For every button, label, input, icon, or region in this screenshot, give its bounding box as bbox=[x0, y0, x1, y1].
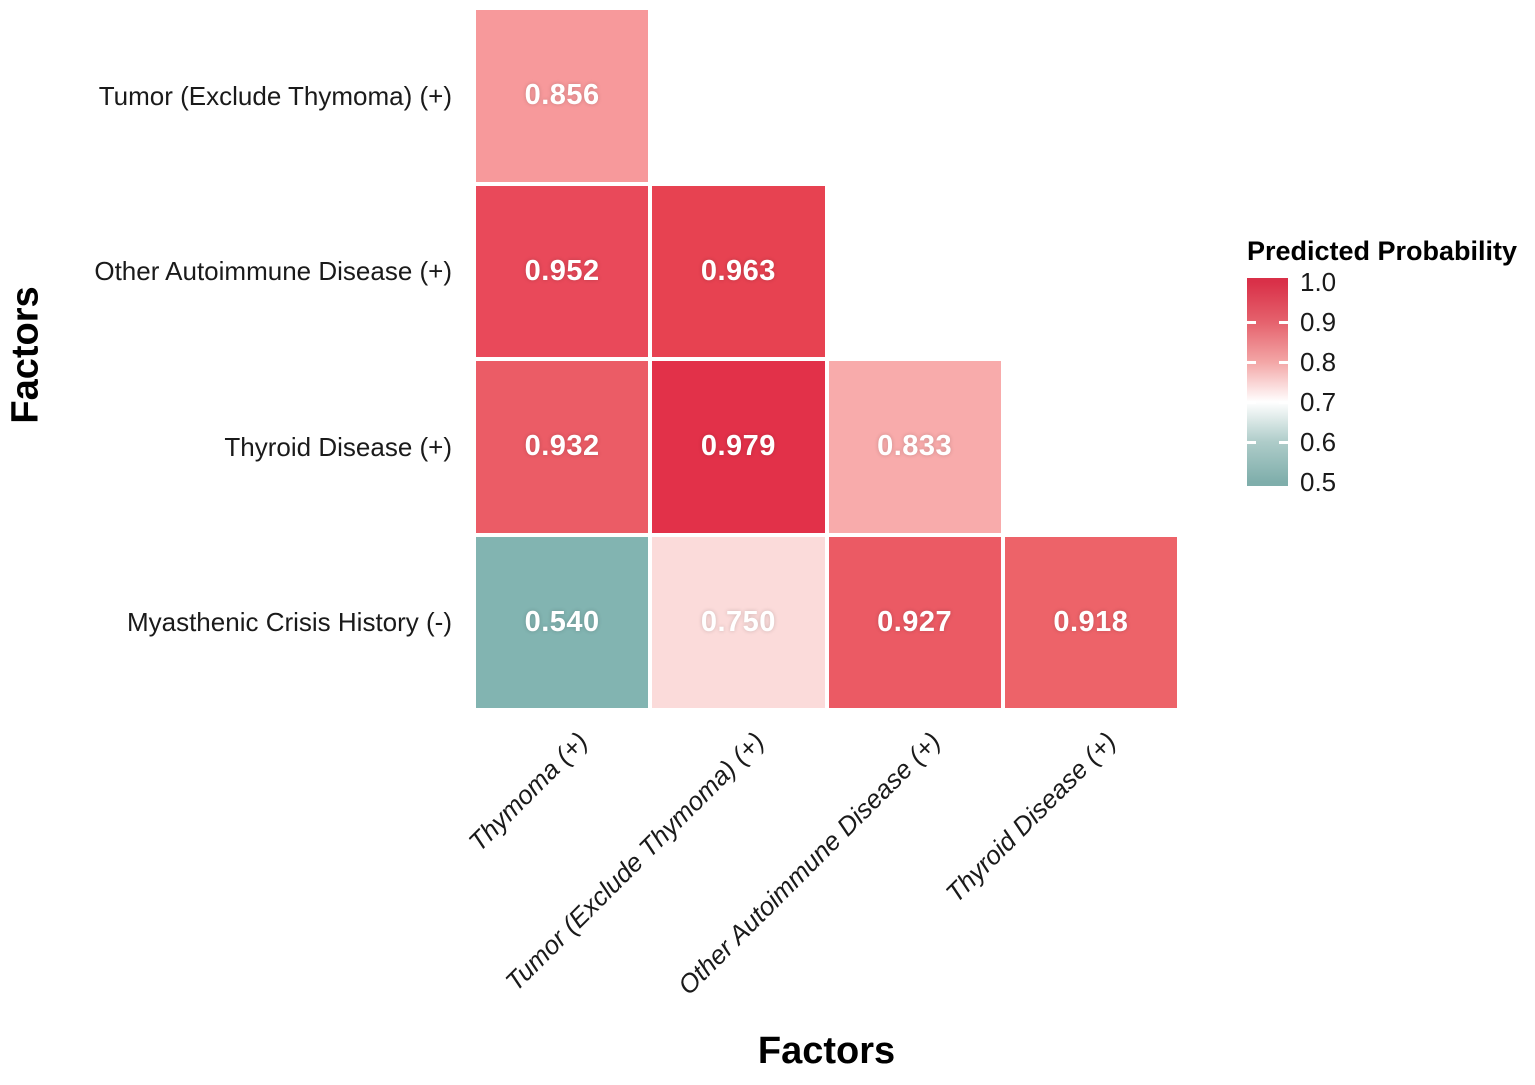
y-axis-label: Other Autoimmune Disease (+) bbox=[94, 256, 452, 287]
legend-gradient-bar bbox=[1247, 278, 1288, 486]
heatmap-cell: 0.927 bbox=[826, 534, 1003, 710]
legend-tick-mark bbox=[1279, 440, 1288, 444]
legend-tick-label: 0.5 bbox=[1300, 467, 1337, 497]
legend-tick-label: 1.0 bbox=[1300, 267, 1337, 297]
legend-tick-mark bbox=[1279, 400, 1288, 404]
heatmap-cell: 0.979 bbox=[650, 359, 827, 535]
x-axis-title: Factors bbox=[757, 1030, 896, 1072]
legend-tick-mark bbox=[1247, 400, 1256, 404]
heatmap-cell: 0.856 bbox=[474, 8, 651, 184]
y-axis-label: Myasthenic Crisis History (-) bbox=[126, 607, 452, 638]
cell-value: 0.932 bbox=[524, 430, 600, 463]
legend-tick-mark bbox=[1247, 440, 1256, 444]
legend-tick-label: 0.7 bbox=[1300, 387, 1337, 417]
y-axis-label: Tumor (Exclude Thymoma) (+) bbox=[98, 80, 452, 111]
cell-value: 0.927 bbox=[877, 605, 953, 638]
x-axis-label: Thyroid Disease (+) bbox=[939, 726, 1123, 909]
heatmap-cell: 0.932 bbox=[474, 359, 651, 535]
x-axis-label: Thymoma (+) bbox=[462, 726, 594, 858]
heatmap-cell: 0.963 bbox=[650, 183, 827, 359]
cell-value: 0.952 bbox=[524, 254, 600, 287]
legend-tick-mark bbox=[1279, 320, 1288, 324]
cell-value: 0.540 bbox=[524, 605, 600, 638]
y-axis-label: Thyroid Disease (+) bbox=[224, 431, 452, 462]
legend-tick-label: 0.9 bbox=[1300, 307, 1337, 337]
cell-value: 0.963 bbox=[700, 254, 776, 287]
legend-tick-mark bbox=[1247, 360, 1256, 364]
heatmap-cell: 0.750 bbox=[650, 534, 827, 710]
heatmap-cell: 0.918 bbox=[1002, 534, 1179, 710]
cell-value: 0.918 bbox=[1053, 605, 1129, 638]
cell-value: 0.856 bbox=[524, 79, 600, 112]
legend-tick-mark bbox=[1279, 360, 1288, 364]
legend-title: Predicted Probability bbox=[1247, 236, 1518, 266]
legend-tick-mark bbox=[1247, 320, 1256, 324]
heatmap-cell: 0.540 bbox=[474, 534, 651, 710]
legend-tick-label: 0.6 bbox=[1300, 427, 1337, 457]
heatmap-cell: 0.833 bbox=[826, 359, 1003, 535]
cell-value: 0.979 bbox=[700, 430, 776, 463]
legend-tick-label: 0.8 bbox=[1300, 347, 1337, 377]
cell-value: 0.833 bbox=[877, 430, 953, 463]
y-axis-title: Factors bbox=[4, 286, 47, 424]
heatmap-cell: 0.952 bbox=[474, 183, 651, 359]
cell-value: 0.750 bbox=[700, 605, 776, 638]
